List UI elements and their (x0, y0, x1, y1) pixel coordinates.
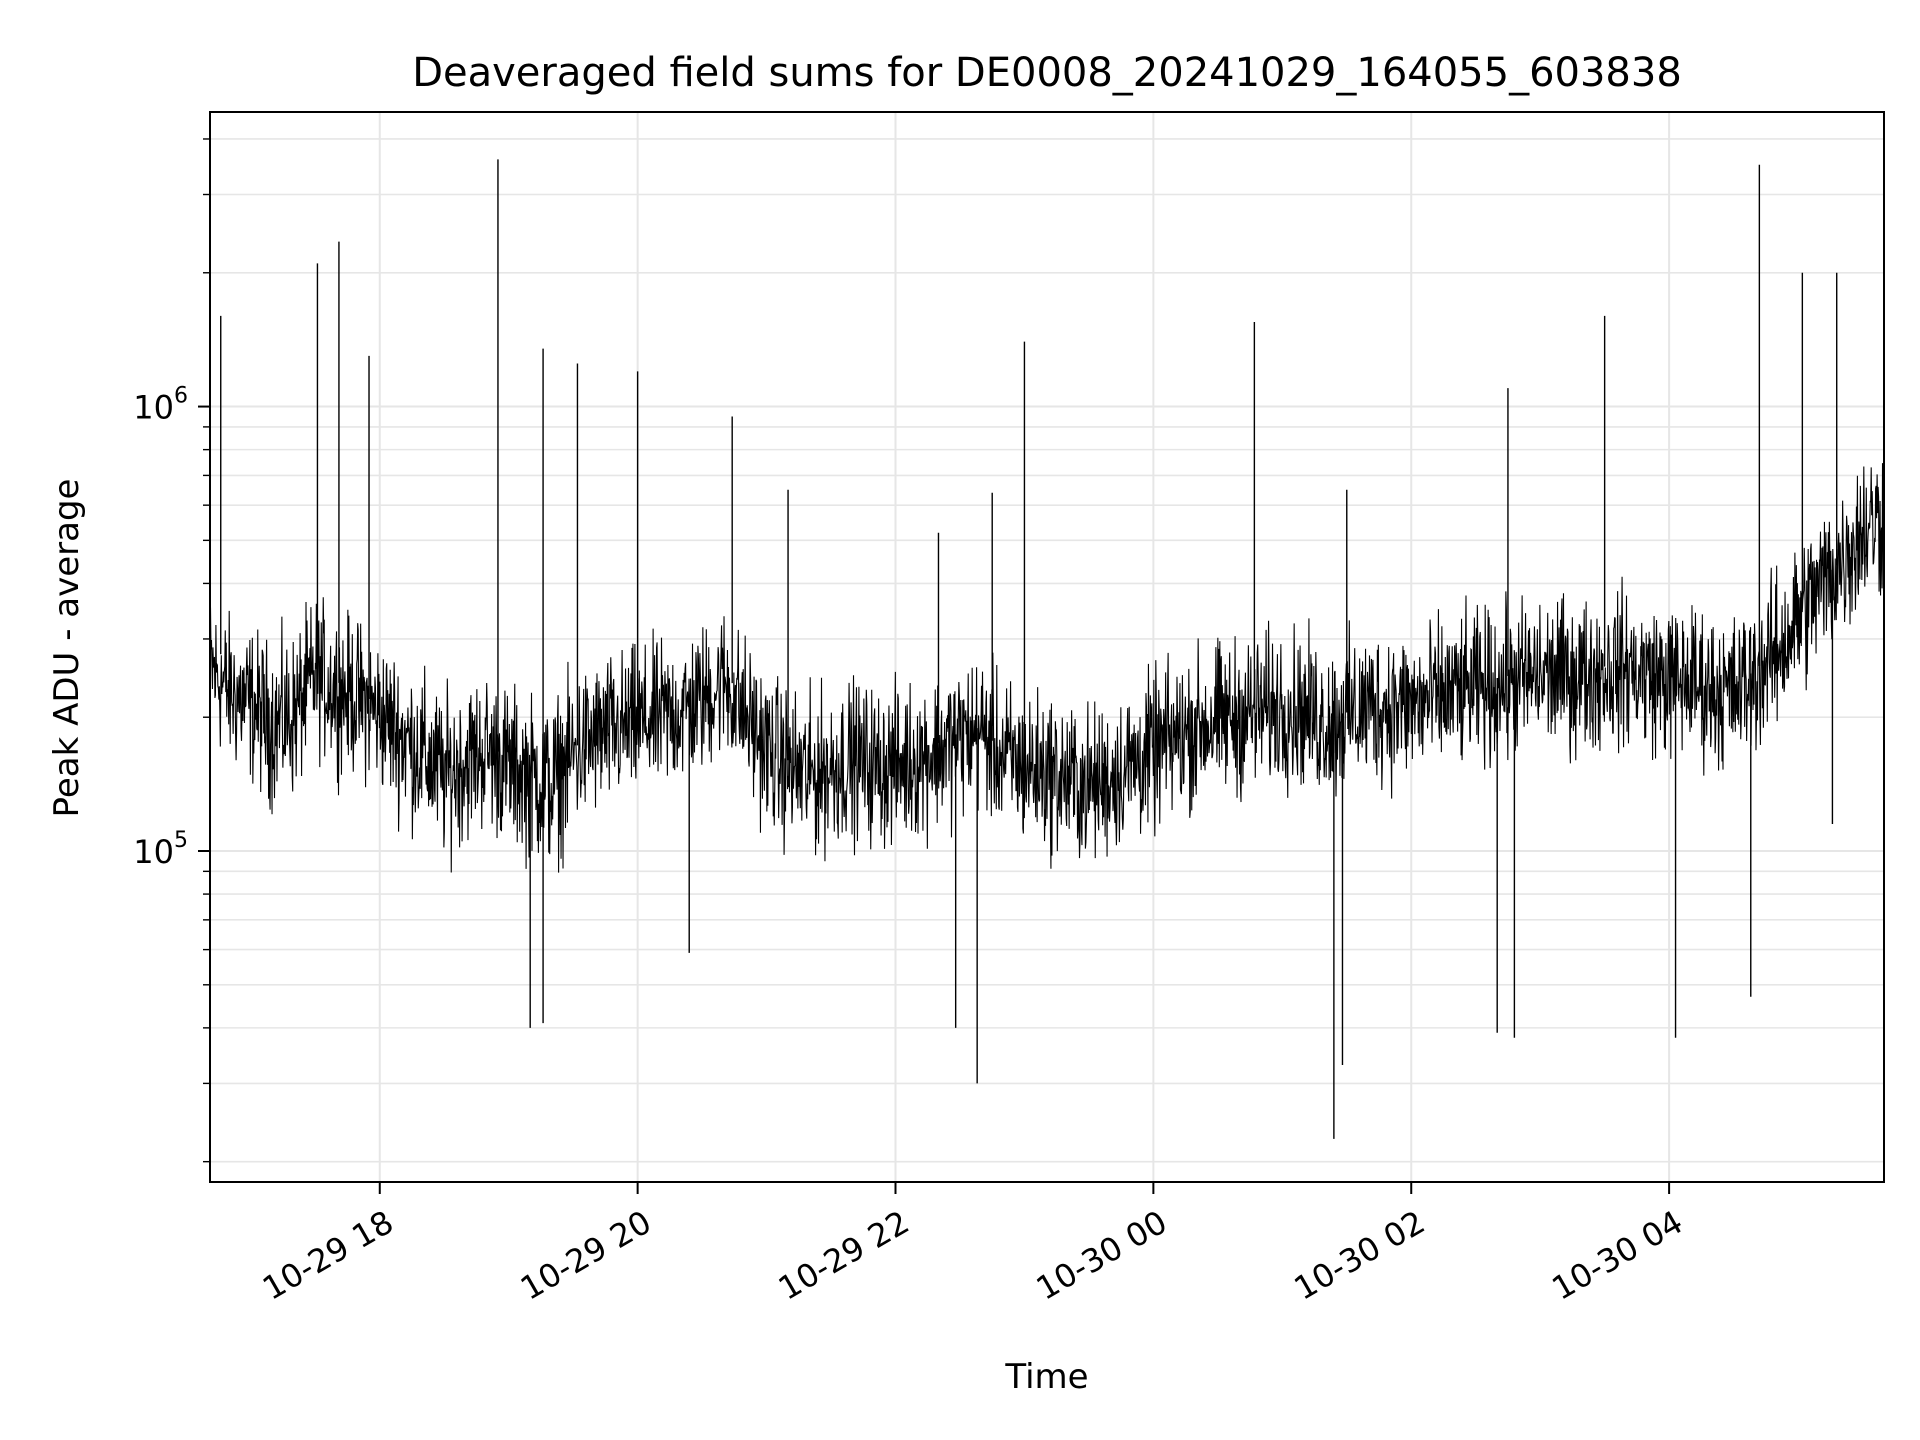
series-group (209, 159, 1885, 1139)
y-axis-ticks: 105 106 (133, 138, 210, 1163)
x-axis-label: Time (1004, 1357, 1088, 1397)
chart-title: Deaveraged field sums for DE0008_2024102… (412, 50, 1682, 96)
y-tick-label: 105 (133, 828, 188, 871)
y-axis-label: Peak ADU - average (47, 479, 87, 818)
plot-frame (209, 111, 1885, 1183)
y-tick-label: 106 (133, 384, 188, 427)
series-line (209, 463, 1885, 873)
